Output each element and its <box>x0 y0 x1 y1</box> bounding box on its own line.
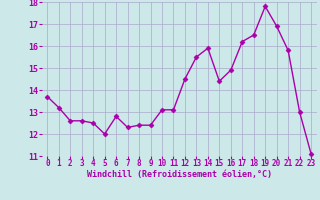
X-axis label: Windchill (Refroidissement éolien,°C): Windchill (Refroidissement éolien,°C) <box>87 170 272 179</box>
